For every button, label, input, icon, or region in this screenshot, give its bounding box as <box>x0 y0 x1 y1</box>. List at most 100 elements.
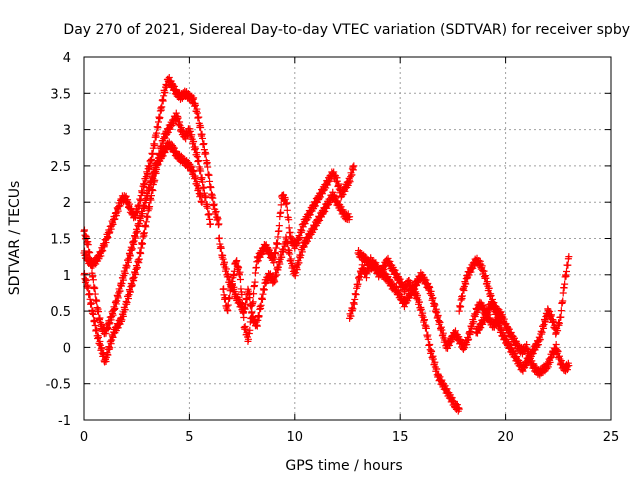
data-point <box>565 362 573 370</box>
data-point <box>565 253 573 261</box>
data-point <box>116 287 124 295</box>
data-point <box>209 194 217 202</box>
y-tick-label: 0.5 <box>50 305 71 320</box>
x-tick-label: 25 <box>603 430 620 445</box>
x-tick-label: 10 <box>287 430 304 445</box>
data-point <box>277 208 285 216</box>
data-point <box>206 220 214 228</box>
y-tick-label: -1 <box>58 414 71 429</box>
data-point <box>487 292 495 300</box>
data-point <box>277 201 285 209</box>
y-tick-label: 0 <box>63 341 71 356</box>
data-point <box>202 150 210 158</box>
data-point <box>111 305 119 313</box>
x-tick-label: 5 <box>185 430 193 445</box>
series-track-a <box>80 73 223 270</box>
data-point <box>195 113 203 121</box>
y-tick-label: 4 <box>63 51 71 66</box>
data-point <box>273 271 281 279</box>
data-point <box>352 291 360 299</box>
data-point <box>465 335 473 343</box>
data-point <box>217 244 225 252</box>
data-point <box>284 239 292 247</box>
data-point <box>246 326 254 334</box>
data-point <box>84 241 92 249</box>
data-point <box>564 261 572 269</box>
data-point <box>283 206 291 214</box>
data-point <box>559 297 567 305</box>
data-point <box>91 290 99 298</box>
data-point <box>275 222 283 230</box>
data-point <box>149 150 157 158</box>
data-point <box>197 167 205 175</box>
series-track-e <box>219 188 354 330</box>
data-point <box>561 280 569 288</box>
data-point <box>86 249 94 257</box>
data-point <box>191 101 199 109</box>
data-point <box>87 262 95 270</box>
y-tick-label: 1.5 <box>50 233 71 248</box>
data-point <box>431 301 439 309</box>
data-point <box>146 163 154 171</box>
data-point <box>191 145 199 153</box>
data-point <box>283 199 291 207</box>
data-point <box>459 292 467 300</box>
data-point <box>151 167 159 175</box>
data-point <box>197 123 205 131</box>
data-point <box>424 335 432 343</box>
data-point <box>106 344 114 352</box>
data-point <box>139 188 147 196</box>
data-point <box>140 181 148 189</box>
x-tick-label: 0 <box>80 430 88 445</box>
data-point <box>455 405 463 413</box>
data-point <box>214 215 222 223</box>
data-point <box>285 216 293 224</box>
data-point <box>354 280 362 288</box>
data-point <box>151 140 159 148</box>
data-point <box>135 255 143 263</box>
data-point <box>147 155 155 163</box>
data-point <box>433 365 441 373</box>
data-point <box>191 174 199 182</box>
data-point <box>140 202 148 210</box>
data-point <box>441 336 449 344</box>
y-tick-label: 2 <box>63 196 71 211</box>
data-point <box>251 278 259 286</box>
x-tick-label: 15 <box>392 430 409 445</box>
data-point <box>207 183 215 191</box>
data-point <box>84 284 92 292</box>
data-point <box>199 134 207 142</box>
data-point <box>554 347 562 355</box>
data-point <box>133 227 141 235</box>
data-point <box>222 265 230 273</box>
data-point <box>95 308 103 316</box>
data-point <box>93 297 101 305</box>
y-tick-label: -0.5 <box>46 378 71 393</box>
data-point <box>436 318 444 326</box>
data-point <box>555 319 563 327</box>
data-point <box>153 129 161 137</box>
chart-title: Day 270 of 2021, Sidereal Day-to-day VTE… <box>63 22 630 38</box>
data-point <box>144 213 152 221</box>
data-point <box>123 262 131 270</box>
series-track-d <box>215 162 358 345</box>
data-point <box>470 318 478 326</box>
series-track-c <box>80 138 206 338</box>
data-point <box>295 259 303 267</box>
data-point <box>298 227 306 235</box>
data-point <box>244 335 252 343</box>
y-tick-label: 1 <box>63 269 71 284</box>
data-point <box>417 305 425 313</box>
x-tick-label: 20 <box>497 430 514 445</box>
data-point <box>87 300 95 308</box>
data-point <box>139 240 147 248</box>
data-point <box>426 284 434 292</box>
data-point <box>133 264 141 272</box>
data-point <box>270 255 278 263</box>
data-point <box>174 114 182 122</box>
data-point <box>349 305 357 313</box>
data-point <box>89 310 97 318</box>
y-tick-label: 2.5 <box>50 160 71 175</box>
data-point <box>549 317 557 325</box>
